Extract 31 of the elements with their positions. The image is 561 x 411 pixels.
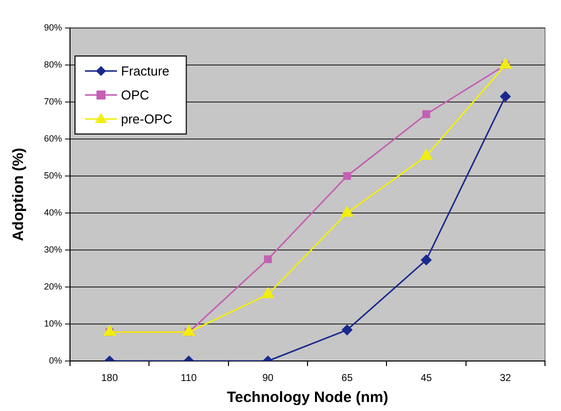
point	[500, 91, 511, 102]
y-tick-label: 80%	[44, 59, 62, 70]
point	[264, 255, 272, 264]
x-tick-label: 32	[500, 372, 512, 384]
point	[262, 288, 274, 298]
x-tick-label: 65	[342, 372, 354, 384]
legend-label: Fracture	[121, 64, 170, 79]
y-tick-label: 40%	[44, 207, 62, 218]
y-tick-label: 30%	[44, 244, 62, 254]
y-tick-label: 20%	[44, 281, 62, 292]
x-tick-label: 45	[420, 372, 432, 384]
point	[422, 110, 430, 118]
x-tick-label: 90	[262, 372, 274, 384]
point	[182, 325, 195, 336]
x-axis-title: Technology Node (nm)	[226, 389, 388, 406]
y-tick-label: 70%	[44, 96, 62, 106]
point	[343, 172, 352, 180]
point	[104, 325, 116, 336]
y-tick-label: 50%	[44, 170, 62, 180]
y-tick-label: 90%	[44, 22, 62, 32]
x-tick-label: 180	[101, 372, 118, 384]
y-tick-label: 10%	[44, 318, 62, 328]
point	[420, 149, 432, 160]
point	[421, 254, 432, 266]
y-tick-label: 0%	[48, 355, 62, 366]
legend-label: pre-OPC	[121, 112, 172, 127]
y-tick-label: 60%	[44, 133, 62, 144]
y-axis-title: Adoption (%)	[10, 148, 28, 242]
point	[341, 206, 354, 217]
legend-label: OPC	[121, 88, 150, 103]
x-tick-label: 110	[180, 372, 198, 384]
